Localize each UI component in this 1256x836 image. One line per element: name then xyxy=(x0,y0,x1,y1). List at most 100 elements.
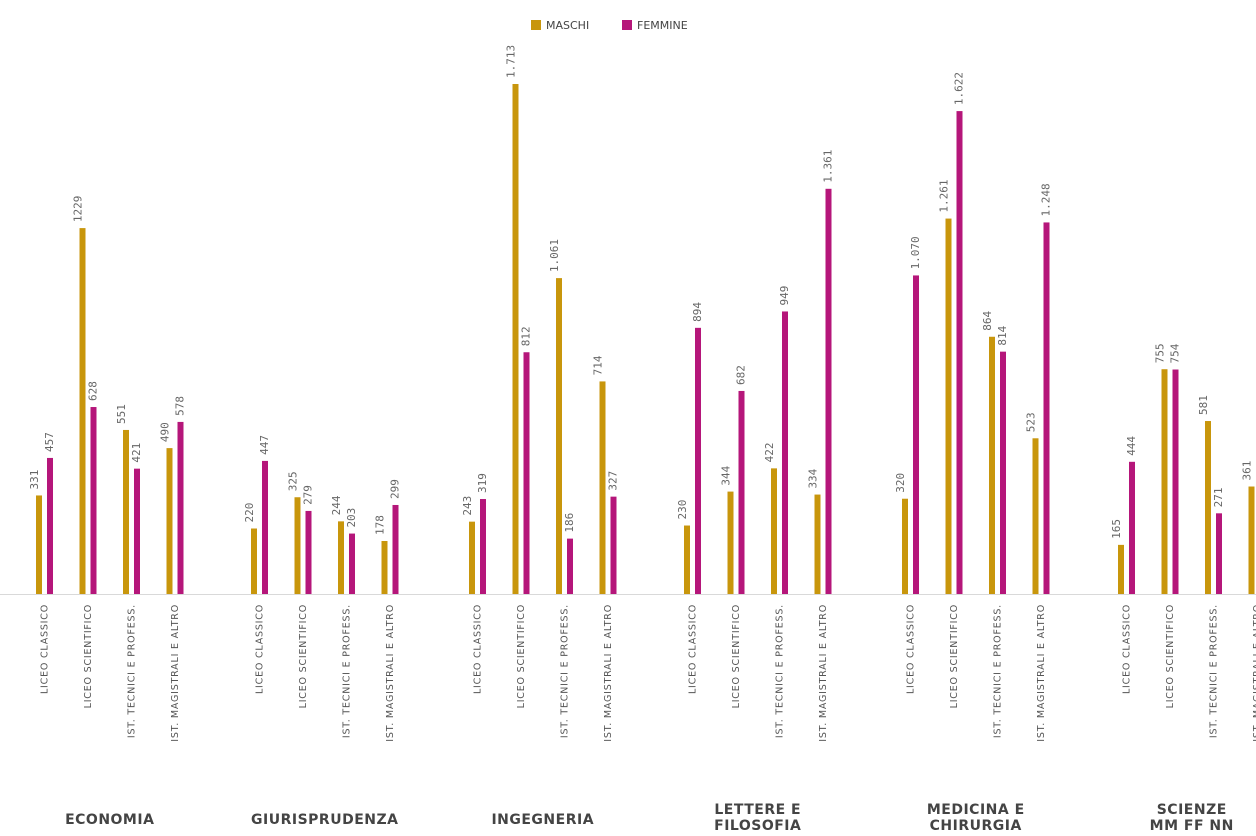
group-4-bar-femmine-2 xyxy=(738,390,745,594)
group-3-label-femmine-2: 812 xyxy=(520,326,533,346)
group-4-label-femmine-4: 1.361 xyxy=(822,150,835,183)
group-6-bar-femmine-1 xyxy=(1129,461,1135,594)
group-6-label-maschi-1: 165 xyxy=(1110,519,1123,539)
group-1-label: ECONOMIA xyxy=(65,812,154,828)
group-2-label-maschi-2: 325 xyxy=(287,471,300,491)
group-5-subcategory-label-4: IST. MAGISTRALI E ALTRO xyxy=(1036,604,1047,742)
group-3-label-maschi-4: 714 xyxy=(592,355,605,375)
group-2-bar-maschi-3 xyxy=(338,521,344,594)
group-1-bar-maschi-3 xyxy=(123,429,129,594)
group-3-bar-maschi-2 xyxy=(512,84,519,594)
group-2-subcategory-label-4: IST. MAGISTRALI E ALTRO xyxy=(385,604,396,742)
group-2-bar-femmine-2 xyxy=(305,510,312,594)
group-3-bar-maschi-3 xyxy=(556,278,562,594)
group-2-subcategory-label-1: LICEO CLASSICO xyxy=(255,604,266,694)
group-1-bar-femmine-4 xyxy=(177,421,184,594)
group-2-label-maschi-1: 220 xyxy=(243,503,256,523)
group-5-label-maschi-1: 320 xyxy=(894,473,907,493)
group-3-subcategory-label-2: LICEO SCIENTIFICO xyxy=(516,604,527,708)
group-5-bar-maschi-2 xyxy=(945,218,952,594)
legend-label-femmine: FEMMINE xyxy=(637,19,688,32)
group-6-subcategory-label-2: LICEO SCIENTIFICO xyxy=(1165,604,1176,708)
group-1-label-femmine-4: 578 xyxy=(174,396,187,416)
group-4-bar-maschi-3 xyxy=(771,468,777,594)
group-1-subcategory-label-4: IST. MAGISTRALI E ALTRO xyxy=(170,604,181,742)
group-1-subcategory-label-3: IST. TECNICI E PROFESS. xyxy=(127,604,138,738)
group-6-label: SCIENZE MM FF NN xyxy=(1150,802,1234,834)
group-2-label: GIURISPRUDENZA xyxy=(251,812,398,828)
group-5-bar-maschi-1 xyxy=(902,498,908,594)
group-4-bar-femmine-1 xyxy=(695,327,701,594)
group-1-bar-femmine-3 xyxy=(134,468,140,594)
group-6-subcategory-label-3: IST. TECNICI E PROFESS. xyxy=(1209,604,1220,738)
group-2-subcategory-label-3: IST. TECNICI E PROFESS. xyxy=(342,604,353,738)
legend-swatch-maschi xyxy=(531,20,541,30)
group-5-label-femmine-3: 814 xyxy=(996,325,1009,345)
group-4-label-maschi-4: 334 xyxy=(807,468,820,488)
group-2-bar-femmine-1 xyxy=(262,460,268,594)
group-1-label-femmine-2: 628 xyxy=(87,381,100,401)
group-3-label-maschi-2: 1.713 xyxy=(505,45,518,78)
group-6-label-femmine-2: 754 xyxy=(1169,343,1182,363)
group-3-bar-femmine-3 xyxy=(567,538,573,594)
group-4-bar-maschi-4 xyxy=(814,494,821,594)
group-3-label-femmine-3: 186 xyxy=(563,513,576,533)
group-4-bar-maschi-1 xyxy=(684,525,690,594)
group-6-subcategory-label-4: IST. MAGISTRALI E ALTRO xyxy=(1252,604,1256,742)
group-1-label-maschi-1: 331 xyxy=(28,470,41,490)
group-4-subcategory-label-4: IST. MAGISTRALI E ALTRO xyxy=(818,604,829,742)
group-6-label-maschi-2: 755 xyxy=(1154,343,1167,363)
group-3-bar-femmine-1 xyxy=(480,499,486,594)
group-2-label-femmine-2: 279 xyxy=(302,485,315,505)
group-4-label: LETTERE E FILOSOFIA xyxy=(714,802,801,834)
group-2-subcategory-label-2: LICEO SCIENTIFICO xyxy=(298,604,309,708)
group-4-label-femmine-2: 682 xyxy=(735,365,748,385)
group-3-label-maschi-1: 243 xyxy=(461,496,474,516)
group-2-bar-femmine-4 xyxy=(392,504,399,594)
group-1-bar-maschi-1 xyxy=(36,495,42,594)
group-5-subcategory-label-3: IST. TECNICI E PROFESS. xyxy=(993,604,1004,738)
group-1-label-maschi-2: 1229 xyxy=(72,196,85,223)
group-4-subcategory-label-1: LICEO CLASSICO xyxy=(688,604,699,694)
group-2-bar-maschi-4 xyxy=(381,541,388,594)
group-1-subcategory-label-1: LICEO CLASSICO xyxy=(40,604,51,694)
group-1-bar-maschi-4 xyxy=(166,448,173,594)
group-3-label-femmine-1: 319 xyxy=(476,473,489,493)
group-2-bar-maschi-1 xyxy=(251,528,257,594)
group-5-bar-femmine-1 xyxy=(913,275,919,594)
group-6-bar-femmine-3 xyxy=(1216,513,1222,594)
group-5-label-maschi-3: 864 xyxy=(981,311,994,331)
group-5-subcategory-label-1: LICEO CLASSICO xyxy=(906,604,917,694)
group-3-bar-femmine-2 xyxy=(523,352,530,594)
plot-area: 331 457 LICEO CLASSICO 1229 628 LICEO SCIENTI… xyxy=(28,45,1256,834)
group-6-bar-maschi-1 xyxy=(1118,544,1124,594)
group-5-subcategory-label-2: LICEO SCIENTIFICO xyxy=(949,604,960,708)
group-5-bar-femmine-4 xyxy=(1043,222,1050,594)
group-4-label-maschi-1: 230 xyxy=(676,500,689,520)
group-6-bar-maschi-4 xyxy=(1248,486,1255,594)
group-4-label-femmine-1: 894 xyxy=(691,302,704,322)
group-3-label: INGEGNERIA xyxy=(491,812,594,828)
group-1-label-femmine-3: 421 xyxy=(130,443,143,463)
group-6-bar-maschi-2 xyxy=(1161,369,1168,594)
group-5-bar-maschi-3 xyxy=(989,336,995,594)
group-3-subcategory-label-4: IST. MAGISTRALI E ALTRO xyxy=(603,604,614,742)
group-6-label-femmine-3: 271 xyxy=(1212,487,1225,507)
group-6-label-maschi-3: 581 xyxy=(1197,395,1210,415)
group-5-bar-femmine-2 xyxy=(956,111,963,594)
group-5-label-maschi-4: 523 xyxy=(1025,412,1038,432)
group-3-label-maschi-3: 1.061 xyxy=(548,239,561,272)
legend-swatch-femmine xyxy=(622,20,632,30)
group-3-bar-maschi-1 xyxy=(469,521,475,594)
group-4-subcategory-label-2: LICEO SCIENTIFICO xyxy=(731,604,742,708)
group-4-label-femmine-3: 949 xyxy=(778,286,791,306)
group-1-bar-maschi-2 xyxy=(79,228,86,594)
group-5-bar-maschi-4 xyxy=(1032,438,1039,594)
legend-label-maschi: MASCHI xyxy=(546,19,589,32)
group-2-bar-femmine-3 xyxy=(349,533,355,594)
group-6-label-maschi-4: 361 xyxy=(1241,461,1254,481)
group-4-bar-maschi-2 xyxy=(727,491,734,594)
group-5-label-maschi-2: 1.261 xyxy=(938,179,951,212)
group-1-label-femmine-1: 457 xyxy=(43,432,56,452)
